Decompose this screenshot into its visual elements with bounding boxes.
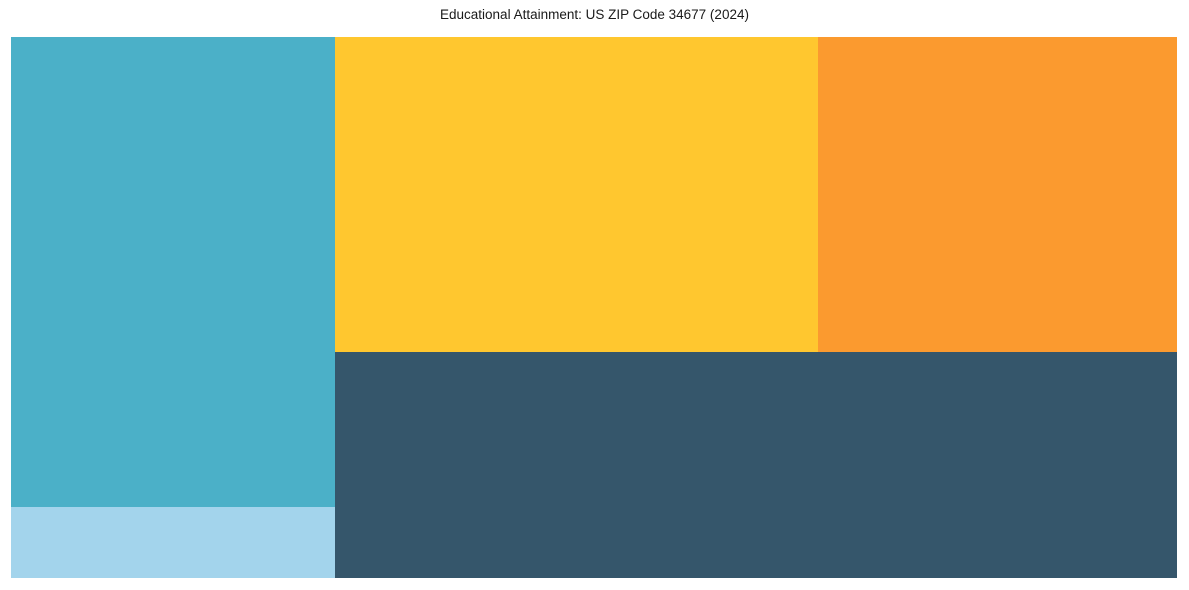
treemap-tile-graduate-professional-degree[interactable]: Graduate or professional degree — [11, 37, 336, 508]
treemap-tile-some-college-associate[interactable]: Some college or associate's degree — [335, 37, 818, 353]
treemap-plot-area: Graduate or professional degree Some col… — [11, 37, 1177, 578]
treemap-tile-bachelors-degree[interactable]: Bachelor's degree — [335, 352, 1177, 578]
chart-title: Educational Attainment: US ZIP Code 3467… — [440, 7, 749, 22]
treemap-tile-less-than-high-school[interactable]: Less than high school — [11, 507, 336, 578]
treemap-tile-high-school-graduate[interactable]: High school graduate — [817, 37, 1177, 353]
